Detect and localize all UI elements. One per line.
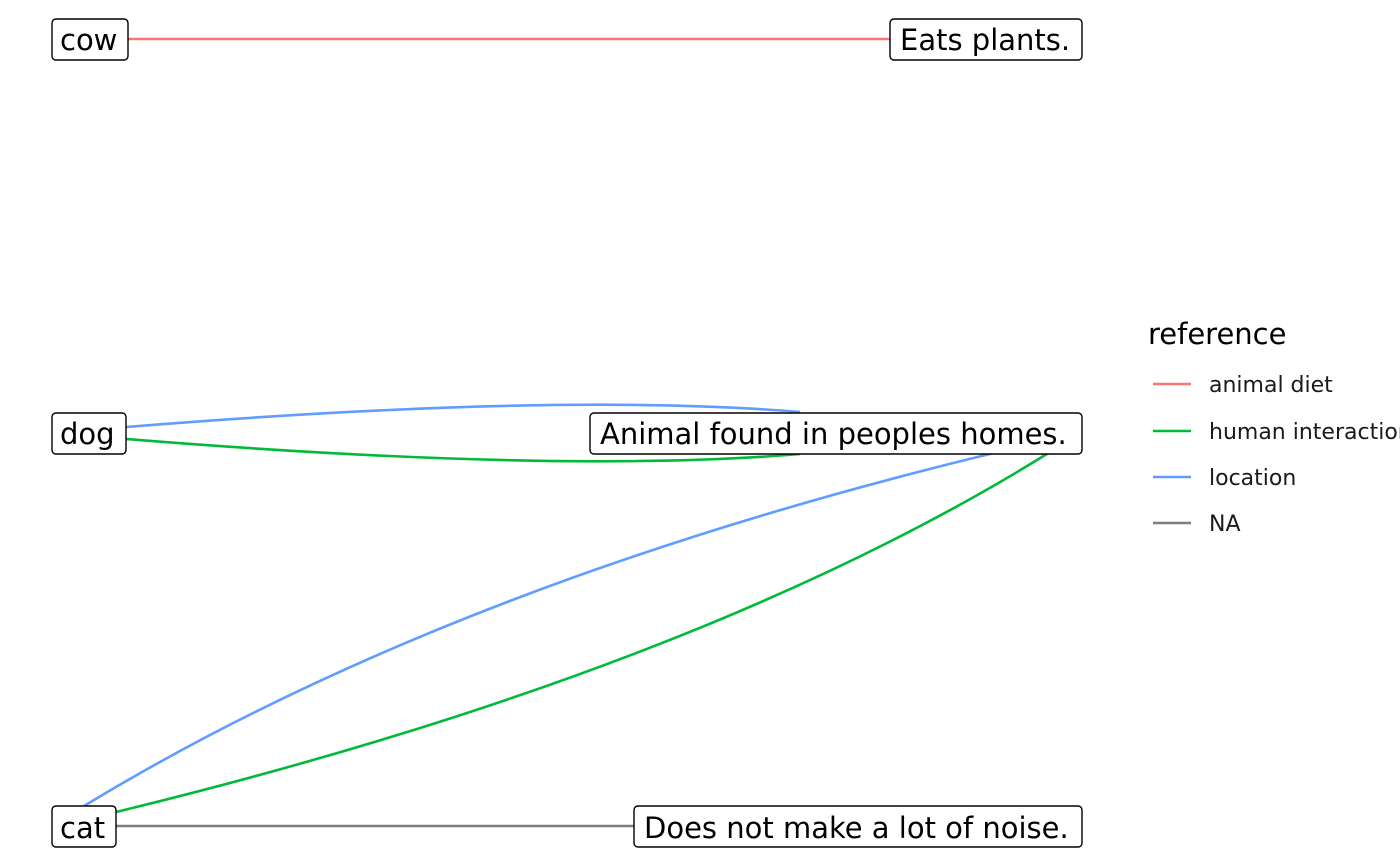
legend: reference animal diet human interaction … — [1148, 317, 1400, 537]
node-not-noisy: Does not make a lot of noise. — [633, 805, 1083, 848]
node-label: dog — [60, 417, 115, 451]
legend-label-animal-diet: animal diet — [1209, 373, 1333, 398]
node-box — [51, 18, 129, 61]
node-eats-plants: Eats plants. — [889, 18, 1083, 61]
node-box — [889, 18, 1083, 61]
node-box — [633, 805, 1083, 848]
node-label: Animal found in peoples homes. — [600, 417, 1067, 451]
node-label: Does not make a lot of noise. — [644, 811, 1069, 845]
node-dog: dog — [51, 412, 127, 455]
node-label: cat — [60, 811, 105, 845]
legend-label-human-interaction: human interaction — [1209, 420, 1400, 445]
edge-dog-homes-human-interaction — [125, 437, 801, 463]
edge-cat-homes-location — [83, 450, 999, 808]
legend-title: reference — [1148, 317, 1286, 351]
edge-dog-homes-location — [125, 403, 801, 429]
node-cow: cow — [51, 18, 129, 61]
node-label: cow — [60, 23, 117, 57]
node-box — [51, 412, 127, 455]
node-cat: cat — [51, 805, 117, 848]
legend-label-location: location — [1209, 466, 1296, 491]
edges — [83, 37, 1051, 828]
node-box — [51, 805, 117, 848]
edge-cat-homes-human-interaction — [115, 450, 1051, 814]
node-label: Eats plants. — [900, 23, 1070, 57]
legend-label-na: NA — [1209, 512, 1241, 537]
node-box — [589, 412, 1083, 455]
node-found-in-homes: Animal found in peoples homes. — [589, 412, 1083, 455]
